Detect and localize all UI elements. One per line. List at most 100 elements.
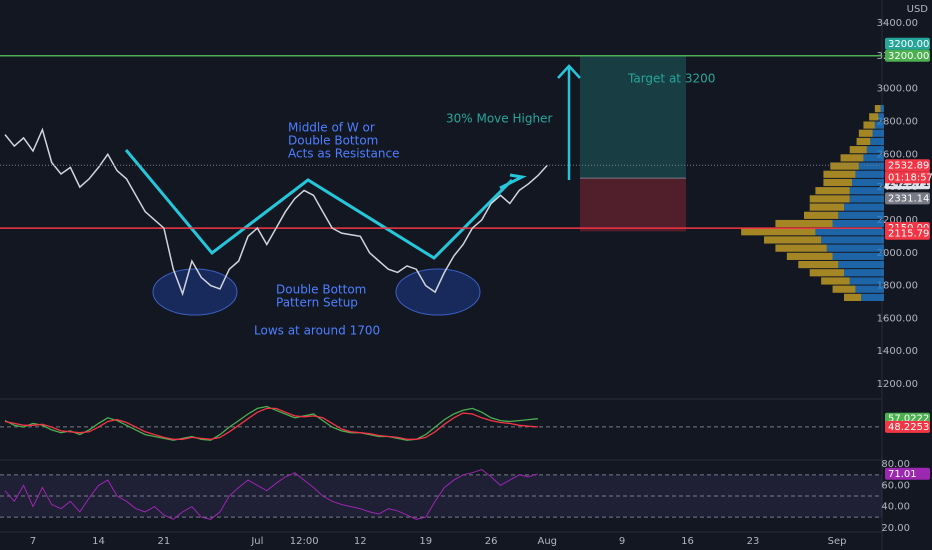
price-tag-label: 3200.00: [888, 51, 929, 62]
price-tag-label: 3200.00: [888, 39, 929, 50]
volume-down: [775, 244, 827, 252]
volume-down: [823, 178, 852, 187]
y-tick-label: 80.00: [881, 459, 910, 470]
countdown: 01:18:57: [888, 172, 932, 183]
volume-up: [815, 228, 884, 236]
y-tick-label: 2000.00: [877, 248, 918, 259]
volume-up: [858, 162, 884, 170]
series-line: [4, 468, 539, 520]
volume-up: [852, 178, 884, 187]
x-tick-label: 16: [681, 536, 694, 547]
volume-down: [809, 269, 844, 277]
volume-down: [849, 146, 867, 154]
drawings: [124, 55, 686, 316]
volume-up: [855, 285, 884, 293]
volume-up: [832, 219, 884, 228]
volume-down: [764, 236, 822, 244]
y-tick-label: 60.00: [881, 480, 910, 491]
volume-up: [826, 244, 884, 252]
x-tick-label: Jul: [250, 536, 263, 547]
volume-down: [786, 252, 833, 260]
y-tick-label: 1400.00: [877, 346, 918, 357]
volume-up: [855, 170, 884, 178]
annotation: Lows at around 1700: [254, 324, 380, 338]
volume-down: [832, 285, 856, 293]
x-tick-label: 21: [158, 536, 171, 547]
annotation: Double Bottom: [276, 283, 366, 297]
volume-up: [832, 252, 884, 260]
y-tick-label: 1600.00: [877, 313, 918, 324]
volume-down: [823, 170, 856, 178]
volume-down: [815, 187, 850, 195]
y-tick-label: 3400.00: [877, 18, 918, 29]
volume-down: [863, 121, 875, 129]
volume-down: [856, 137, 871, 146]
annotation: Double Bottom: [288, 134, 378, 148]
price-tag-label: 2331.14: [888, 193, 929, 204]
volume-up: [863, 154, 884, 162]
x-tick-label: 14: [92, 536, 105, 547]
x-tick-label: 12: [354, 536, 367, 547]
position-loss: [580, 178, 686, 232]
x-tick-label: Aug: [537, 536, 557, 547]
annotation: Acts as Resistance: [288, 147, 399, 161]
volume-down: [844, 293, 862, 301]
volume-down: [798, 260, 839, 269]
volume-down: [874, 105, 881, 113]
y-tick-label: 2800.00: [877, 116, 918, 127]
y-tick-label: 1800.00: [877, 281, 918, 292]
price-tag: [885, 49, 930, 62]
value-tag: [885, 420, 930, 433]
volume-up: [872, 129, 884, 137]
volume-down: [858, 129, 873, 137]
x-tick-label: 9: [619, 536, 625, 547]
arrow-head: [557, 64, 581, 79]
volume-down: [804, 211, 839, 219]
x-tick-label: 26: [485, 536, 498, 547]
y-tick-label: 2600.00: [877, 149, 918, 160]
volume-down: [830, 162, 859, 170]
y-tick-label: 20.00: [881, 523, 910, 534]
bottom-ellipse: [395, 268, 481, 316]
price-tag: [885, 159, 930, 172]
bottom-ellipse: [152, 268, 238, 316]
x-tick-label: 19: [419, 536, 432, 547]
x-tick-label: Sep: [828, 536, 847, 547]
volume-up: [838, 211, 884, 219]
w-pattern: [124, 149, 514, 260]
volume-up: [870, 137, 884, 146]
x-tick-label: 12:00: [290, 536, 319, 547]
annotation: Pattern Setup: [276, 296, 358, 310]
volume-down: [809, 203, 844, 211]
price-tag: [885, 192, 930, 205]
series-line: [4, 127, 548, 297]
volume-up: [866, 146, 884, 154]
x-tick-label: 7: [30, 536, 36, 547]
price-tag: [885, 37, 930, 50]
volume-down: [809, 195, 850, 203]
volume-up: [874, 121, 884, 129]
price-tag-label: 2115.79: [888, 229, 929, 240]
volume-up: [880, 105, 884, 113]
volume-down: [869, 113, 879, 121]
volume-up: [849, 195, 884, 203]
price-tag: [885, 227, 930, 240]
volume-down: [840, 154, 864, 162]
series-line: [4, 407, 538, 440]
countdown-bg: [885, 171, 930, 184]
volume-down: [821, 277, 850, 285]
value-tag: [885, 467, 930, 480]
annotation: Target at 3200: [627, 72, 715, 86]
value-tag-label: 71.01: [888, 469, 917, 480]
y-tick-label: 1200.00: [877, 379, 918, 390]
arrow-head: [499, 173, 527, 190]
volume-up: [878, 113, 884, 121]
position-profit: [580, 55, 686, 179]
price-tag-label: 2532.89: [888, 160, 929, 171]
value-tag-label: 57.0222: [888, 414, 929, 425]
annotation: Middle of W or: [288, 121, 375, 135]
x-tick-label: 23: [747, 536, 760, 547]
annotation: 30% Move Higher: [446, 112, 552, 126]
price-tag-label: 2423.71: [888, 178, 929, 189]
y-tick-label: 40.00: [881, 502, 910, 513]
